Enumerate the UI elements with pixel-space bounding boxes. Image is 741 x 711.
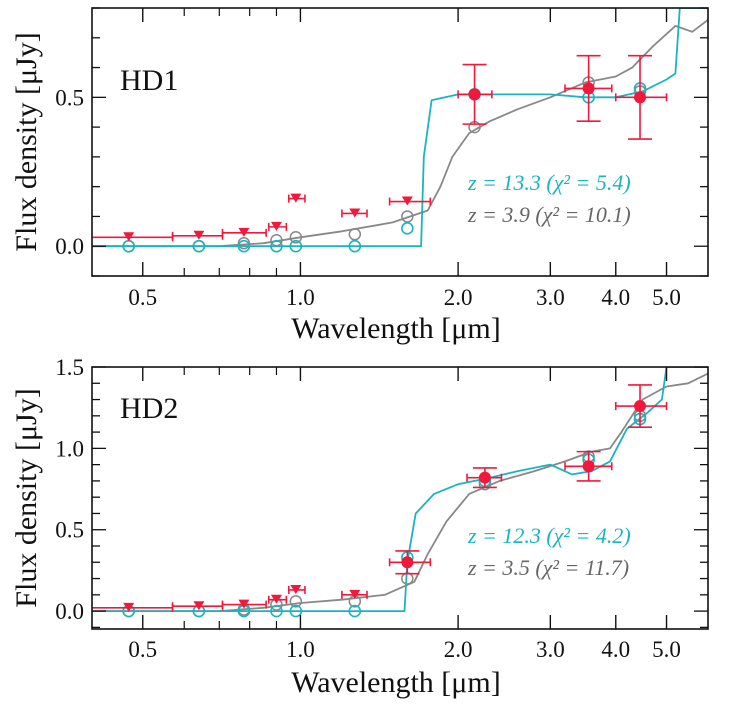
x-tick-label: 0.5	[128, 285, 157, 310]
y-tick-label: 0.0	[55, 234, 84, 259]
low-z-fit-annotation: z = 3.5 (χ² = 11.7)	[467, 555, 629, 580]
upper-limit-point	[341, 589, 368, 599]
high-z-model-photometry-point	[270, 239, 283, 253]
low-z-model-photometry-point	[289, 231, 303, 244]
detection-point	[457, 63, 493, 125]
upper-limit-point	[287, 584, 306, 594]
upper-limit-point	[267, 221, 288, 231]
high-z-model-photometry-point	[270, 604, 283, 618]
y-tick-label: 0.0	[55, 599, 84, 624]
x-tick-label: 3.0	[536, 285, 565, 310]
y-tick-label: 0.5	[55, 518, 84, 543]
upper-limit-marker	[290, 193, 302, 203]
x-tick-label: 2.0	[444, 285, 473, 310]
x-tick-label: 0.5	[128, 637, 157, 662]
detection-point	[614, 384, 668, 429]
high-z-model-photometry-point	[289, 604, 303, 618]
high-z-model-photometry-point	[401, 222, 414, 235]
detection-marker	[468, 88, 481, 101]
upper-limit-point	[221, 227, 267, 237]
panel-hd2: 0.5 1.0 2.0 3.0 4.0 5.0 0.0 0.5 1.0 1.5 Wavelength…	[10, 355, 709, 699]
upper-limit-marker	[401, 196, 413, 206]
detection-point	[564, 450, 613, 482]
upper-limit-marker	[290, 584, 302, 594]
upper-limit-marker	[349, 208, 361, 218]
x-tick-label: 4.0	[601, 285, 630, 310]
x-tick-label: 4.0	[601, 637, 630, 662]
high-z-model-photometry-point	[289, 239, 303, 253]
detection-marker	[582, 460, 595, 473]
upper-limit-point	[171, 601, 224, 611]
upper-limit-point	[267, 594, 288, 604]
x-tick-label: 1.0	[286, 637, 315, 662]
high-z-model-photometry-point	[348, 604, 362, 618]
high-z-model-spectrum	[92, 367, 708, 612]
y-tick-label: 1.5	[55, 355, 84, 380]
x-axis-label: Wavelength [μm]	[291, 666, 500, 699]
upper-limit-point	[287, 193, 306, 203]
low-z-model-photometry-point	[270, 234, 283, 247]
upper-limit-marker	[270, 221, 282, 231]
panel-label: HD2	[120, 392, 178, 425]
upper-limit-point	[171, 230, 224, 240]
x-tick-label: 2.0	[444, 637, 473, 662]
x-tick-label: 1.0	[286, 285, 315, 310]
y-tick-label: 0.5	[55, 85, 84, 110]
x-tick-label: 3.0	[536, 637, 565, 662]
detection-marker	[634, 91, 647, 104]
upper-limit-marker	[123, 602, 135, 612]
plot-area	[92, 8, 708, 253]
panel-hd1: 0.5 1.0 2.0 3.0 4.0 5.0 0.0 0.5 Wavelength [μm] F…	[10, 7, 709, 345]
detection-marker	[478, 471, 491, 484]
high-z-model-photometry-point	[192, 239, 206, 253]
detection-point	[466, 467, 503, 489]
high-z-model-photometry-point	[237, 239, 251, 253]
upper-limit-point	[388, 196, 432, 206]
y-axis-label: Flux density [μJy]	[10, 388, 43, 607]
detection-marker	[582, 82, 595, 95]
y-tick-label: 1.0	[55, 436, 84, 461]
plot-frame	[91, 366, 709, 630]
upper-limit-point	[221, 599, 267, 609]
upper-limit-marker	[238, 599, 250, 609]
x-tick-label: 5.0	[652, 637, 681, 662]
detection-point	[614, 54, 668, 140]
upper-limit-marker	[349, 589, 361, 599]
detection-point	[388, 550, 432, 575]
detection-marker	[634, 400, 647, 413]
upper-limit-marker	[270, 594, 282, 604]
detection-marker	[401, 556, 414, 569]
plot-frame	[91, 7, 709, 277]
upper-limit-marker	[193, 601, 205, 611]
y-axis-label: Flux density [μJy]	[10, 32, 43, 251]
low-z-fit-annotation: z = 3.9 (χ² = 10.1)	[467, 202, 631, 227]
upper-limit-marker	[123, 232, 135, 242]
low-z-model-photometry-point	[289, 595, 303, 608]
high-z-fit-annotation: z = 13.3 (χ² = 5.4)	[467, 170, 631, 195]
x-tick-label: 5.0	[652, 285, 681, 310]
upper-limit-marker	[238, 227, 250, 237]
plot-area	[92, 367, 708, 618]
high-z-fit-annotation: z = 12.3 (χ² = 4.2)	[467, 523, 631, 548]
upper-limit-point	[341, 208, 368, 218]
high-z-model-spectrum	[92, 8, 708, 248]
upper-limit-point	[92, 232, 174, 242]
low-z-model-photometry-point	[401, 210, 414, 223]
low-z-model-photometry-point	[348, 228, 362, 241]
x-axis-label: Wavelength [μm]	[291, 312, 500, 345]
panel-label: HD1	[120, 64, 178, 97]
upper-limit-marker	[193, 230, 205, 240]
detection-point	[564, 54, 613, 122]
high-z-model-photometry-point	[348, 239, 362, 253]
